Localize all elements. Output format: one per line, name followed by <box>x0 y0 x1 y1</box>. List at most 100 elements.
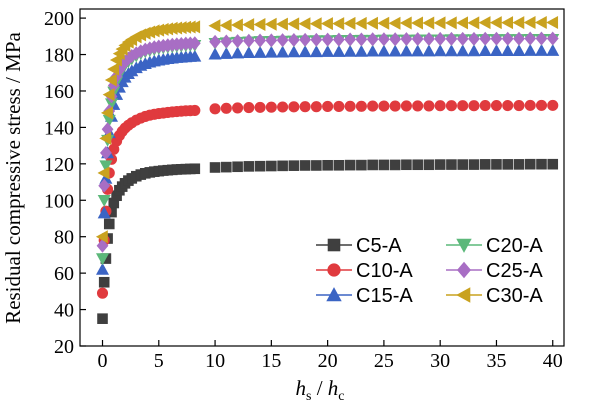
data-point <box>356 159 367 171</box>
data-point <box>299 32 312 47</box>
data-point <box>423 159 435 171</box>
data-point <box>355 100 367 112</box>
data-point <box>321 32 334 47</box>
data-point <box>98 178 111 193</box>
data-point <box>534 15 547 29</box>
x-tick-label: 10 <box>205 350 225 372</box>
data-point <box>401 159 412 171</box>
x-axis-title: hs / hc <box>295 376 344 403</box>
data-point <box>97 206 111 219</box>
data-point <box>490 99 503 112</box>
data-point <box>254 33 266 48</box>
data-point <box>523 43 537 56</box>
data-point <box>209 34 221 49</box>
data-point <box>321 17 333 31</box>
data-point <box>103 218 115 230</box>
x-tick-label: 35 <box>486 350 506 372</box>
data-point <box>265 101 277 113</box>
data-point <box>208 19 221 33</box>
data-point <box>266 160 277 172</box>
legend-label: C15-A <box>356 285 413 307</box>
data-point <box>96 287 109 299</box>
data-point <box>546 31 559 46</box>
data-point <box>354 16 367 30</box>
data-point <box>288 160 300 171</box>
data-point <box>242 18 255 32</box>
data-point <box>513 31 525 46</box>
data-point <box>456 44 470 57</box>
data-point <box>332 32 345 47</box>
legend-item-c20-a: C20-A <box>446 235 543 257</box>
data-point <box>456 16 468 30</box>
data-point <box>457 100 469 112</box>
data-point <box>333 100 345 113</box>
data-point <box>243 101 255 114</box>
data-point <box>445 100 457 112</box>
plot-frame <box>79 8 565 347</box>
data-point <box>242 46 256 59</box>
data-point <box>219 47 233 59</box>
data-point <box>389 32 402 47</box>
x-tick-label: 40 <box>543 350 563 372</box>
data-point <box>512 16 525 30</box>
data-point <box>310 101 322 113</box>
data-point <box>467 44 481 57</box>
data-point <box>524 158 536 170</box>
data-point <box>309 45 323 58</box>
data-point <box>309 17 322 31</box>
x-tick-label: 5 <box>154 350 164 372</box>
data-point <box>96 238 109 253</box>
data-point <box>100 106 113 120</box>
data-point <box>491 159 502 170</box>
data-point <box>277 101 289 113</box>
data-point <box>366 44 380 57</box>
data-point <box>388 16 401 30</box>
data-point <box>513 99 525 112</box>
data-point <box>490 31 503 46</box>
data-point <box>219 18 232 32</box>
data-point <box>276 33 289 48</box>
data-point <box>99 160 113 173</box>
data-point <box>231 34 244 49</box>
data-point <box>546 43 560 56</box>
x-axis-title-h: h <box>295 376 306 400</box>
legend: C5-A C10-A C15-A C20-A C25-A C30-A <box>316 235 543 307</box>
legend-label: C10-A <box>356 260 413 282</box>
data-point <box>97 166 110 180</box>
data-point <box>422 16 435 30</box>
data-point <box>277 160 288 172</box>
data-point <box>253 17 266 31</box>
data-point <box>412 159 423 171</box>
data-point <box>264 17 277 31</box>
y-tick-label: 60 <box>54 263 74 285</box>
data-point <box>321 44 335 57</box>
data-point <box>343 44 357 57</box>
data-point <box>444 16 457 30</box>
data-point <box>445 31 458 46</box>
data-point <box>378 159 390 171</box>
data-point <box>502 99 514 112</box>
data-point <box>546 15 559 29</box>
legend-marker <box>326 287 342 302</box>
x-axis-title-sep: / <box>311 376 327 400</box>
x-tick-label: 0 <box>98 350 108 372</box>
data-point <box>468 31 480 46</box>
data-point <box>411 32 424 47</box>
data-point <box>378 32 390 47</box>
data-point <box>344 32 357 47</box>
legend-item-c5-a: C5-A <box>316 235 402 257</box>
x-tick-label: 15 <box>261 350 281 372</box>
data-point <box>524 31 537 46</box>
data-point <box>433 44 447 57</box>
data-point <box>377 44 391 57</box>
data-point <box>535 99 548 111</box>
data-point <box>344 159 356 171</box>
data-point <box>502 159 514 170</box>
data-point <box>366 32 379 47</box>
legend-item-c30-a: C30-A <box>446 285 543 307</box>
data-point <box>536 158 547 170</box>
legend-marker <box>457 261 471 279</box>
y-tick-label: 180 <box>44 45 74 67</box>
data-point <box>254 160 266 172</box>
x-axis-title-h2: h <box>328 376 339 400</box>
